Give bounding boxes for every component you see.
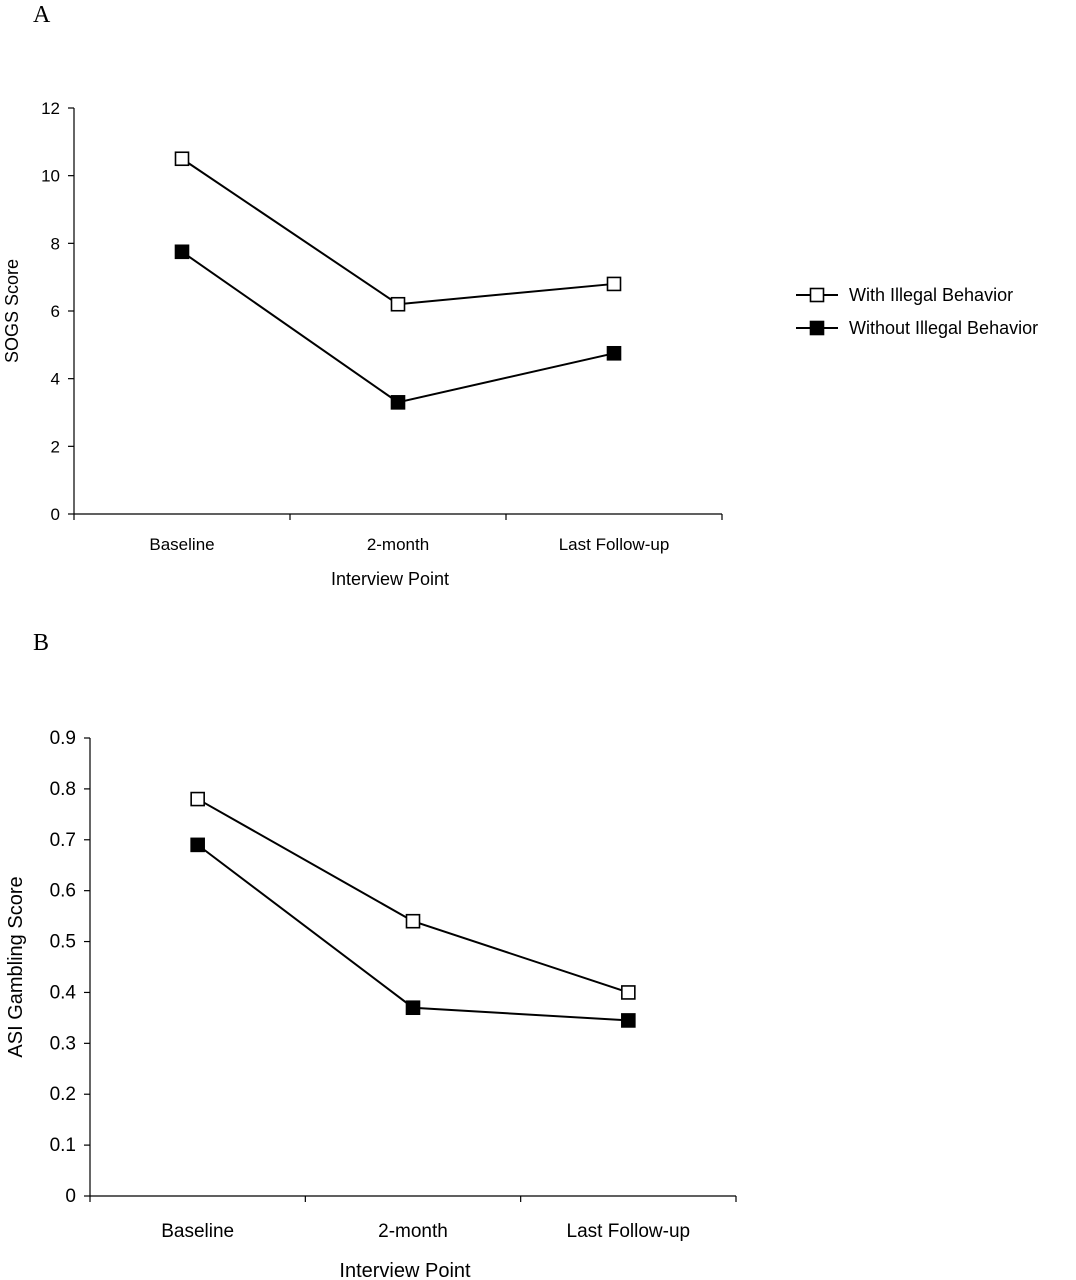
y-axis-title: ASI Gambling Score [5, 876, 27, 1057]
series-2 [190, 837, 636, 1028]
series-2 [174, 244, 622, 410]
legend-label: With Illegal Behavior [849, 285, 1013, 305]
x-tick-label: Baseline [161, 1221, 234, 1242]
legend-item: Without Illegal Behavior [796, 318, 1038, 338]
x-axis-title: Interview Point [339, 1260, 471, 1280]
x-tick-label: 2-month [378, 1221, 448, 1242]
y-tick-label: 0.9 [50, 728, 76, 749]
data-point [390, 395, 406, 410]
data-point [405, 913, 421, 929]
x-tick-label: Last Follow-up [559, 535, 670, 554]
data-point [190, 837, 205, 853]
data-point [621, 985, 636, 1000]
y-tick-label: 0.8 [50, 779, 76, 800]
x-axis-title: Interview Point [331, 569, 449, 589]
data-point [621, 1013, 636, 1028]
legend-marker [809, 320, 825, 336]
y-tick-label: 0.4 [50, 982, 77, 1003]
data-point [390, 296, 406, 312]
series-line [181, 157, 615, 306]
y-tick-label: 2 [51, 437, 60, 456]
series-line [197, 798, 629, 994]
y-tick-label: 0.6 [50, 881, 76, 902]
y-tick-label: 0.2 [50, 1084, 76, 1105]
series-1 [174, 151, 622, 312]
x-tick-label: Baseline [149, 535, 214, 554]
data-point [190, 791, 205, 807]
y-tick-label: 10 [41, 167, 60, 186]
data-point [174, 244, 190, 260]
y-tick-label: 0.3 [50, 1033, 76, 1054]
series-line [197, 844, 629, 1022]
chart-panel-a: A 0 2 4 6 8 10 12 Baseline 2-month Last Follow-up I… [2, 2, 1038, 589]
series-line [181, 250, 615, 404]
legend-label: Without Illegal Behavior [849, 318, 1038, 338]
data-point [606, 345, 622, 361]
y-tick-label: 0 [51, 505, 60, 524]
series-1 [190, 791, 636, 1000]
x-tick-label: Last Follow-up [567, 1221, 691, 1242]
y-tick-label: 0.1 [50, 1135, 76, 1156]
y-tick-label: 0.5 [50, 932, 76, 953]
data-point [174, 151, 190, 167]
legend-item: With Illegal Behavior [796, 285, 1013, 305]
panel-letter: B [33, 630, 49, 656]
x-tick-label: 2-month [367, 535, 429, 554]
y-tick-label: 4 [51, 370, 60, 389]
y-tick-label: 0 [65, 1186, 76, 1207]
data-point [606, 276, 622, 292]
y-tick-label: 0.7 [50, 830, 76, 851]
y-axis-title: SOGS Score [2, 259, 22, 363]
legend: With Illegal Behavior Without Illegal Beh… [796, 285, 1038, 338]
y-tick-label: 6 [51, 302, 60, 321]
y-tick-label: 12 [41, 99, 60, 118]
chart-panel-b: B 0 0.1 0.2 0.3 0.4 0.5 0.6 0.7 0.8 0.9 Baseline 2-m… [5, 630, 737, 1280]
panel-letter: A [33, 2, 51, 28]
y-tick-label: 8 [51, 234, 60, 253]
legend-marker [809, 287, 825, 303]
data-point [405, 1000, 421, 1016]
